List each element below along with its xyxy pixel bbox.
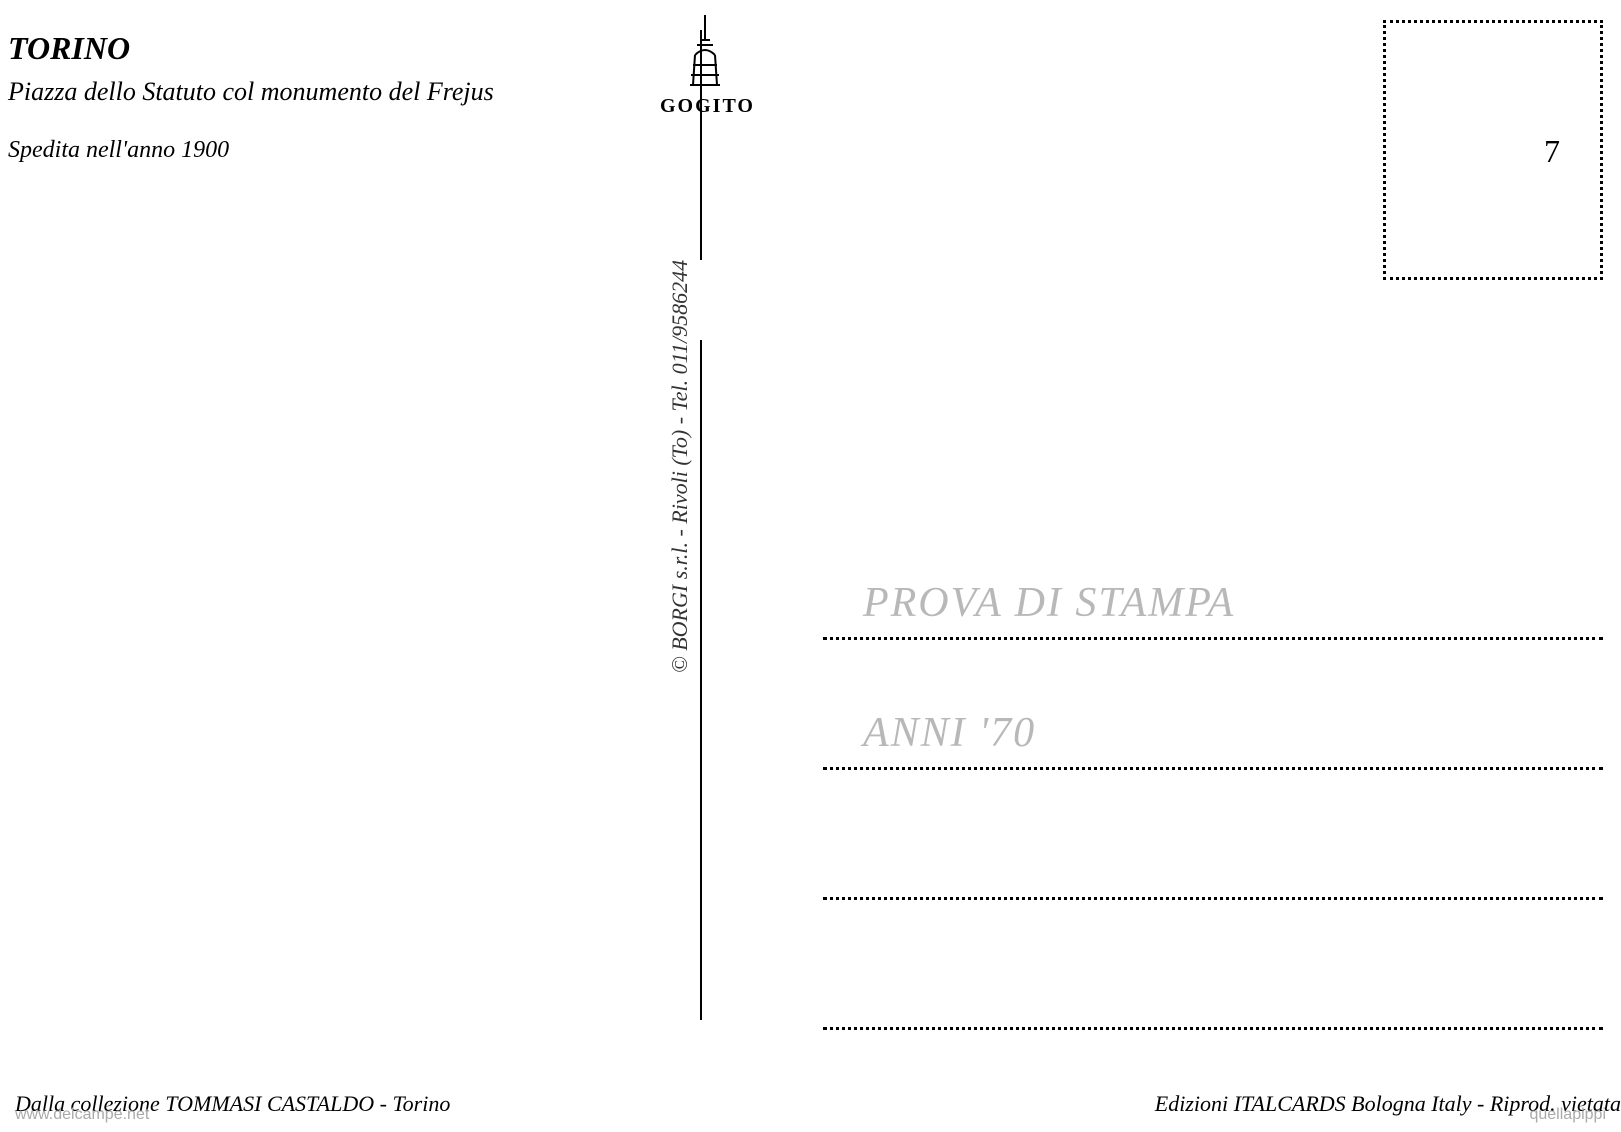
tower-icon: [685, 10, 725, 90]
stamp-placeholder: 7: [1383, 20, 1603, 280]
watermark-right: quellapippi: [1529, 1106, 1606, 1124]
watermark-left: www.delcampe.net: [15, 1106, 149, 1124]
publisher-vertical-text: © BORGI s.r.l. - Rivoli (To) - Tel. 011/…: [667, 260, 693, 673]
handwritten-text-2: ANNI '70: [863, 709, 1036, 757]
address-line-4: [823, 920, 1603, 1030]
postcard-back: TORINO Piazza dello Statuto col monument…: [0, 0, 1621, 1132]
left-panel: TORINO Piazza dello Statuto col monument…: [0, 30, 690, 164]
center-divider-top: [700, 30, 702, 260]
address-line-2: ANNI '70: [823, 660, 1603, 770]
location-subtitle: Piazza dello Statuto col monumento del F…: [8, 77, 690, 107]
center-divider-bottom: [700, 340, 702, 1020]
city-title: TORINO: [8, 30, 690, 67]
publisher-logo: GOGITO: [660, 10, 750, 118]
logo-text: GOGITO: [660, 95, 750, 118]
date-line: Spedita nell'anno 1900: [8, 137, 690, 164]
address-line-3: [823, 790, 1603, 900]
handwritten-text-1: PROVA DI STAMPA: [863, 579, 1235, 627]
address-line-1: PROVA DI STAMPA: [823, 530, 1603, 640]
stamp-number: 7: [1544, 133, 1560, 170]
address-area: PROVA DI STAMPA ANNI '70: [823, 530, 1603, 1050]
